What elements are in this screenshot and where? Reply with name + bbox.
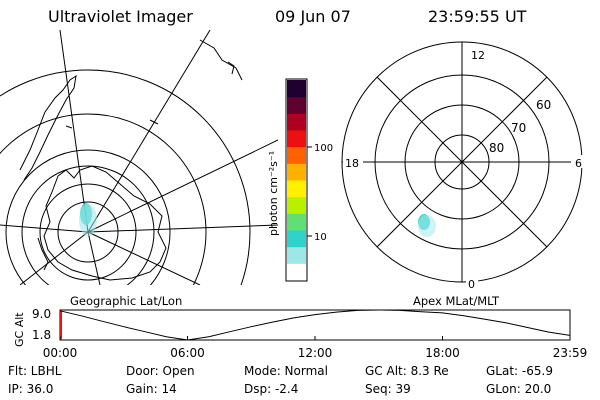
colorbar-tick-10: 10 [314,232,327,243]
mlat-label-80: 80 [489,141,504,155]
colorbar-cell [287,146,306,164]
altitude-chart: GC Alt 9.0 1.8 00:00 06:00 12:00 18:00 23:59 [13,307,587,360]
info-glon: GLon: 20.0 [486,382,552,396]
altitude-series-line [59,309,571,341]
instrument-title: Ultraviolet Imager [48,7,193,26]
mlt-label-6: 6 [575,157,582,170]
info-ip: IP: 36.0 [8,382,54,396]
info-gain: Gain: 14 [126,382,177,396]
mlat-label-70: 70 [511,121,526,135]
colorbar-cell [287,180,306,198]
mlt-label-12: 12 [471,49,485,62]
left-map-caption: Geographic Lat/Lon [70,294,183,308]
info-door: Door: Open [126,364,195,378]
info-seq: Seq: 39 [365,382,411,396]
colorbar-cell [287,80,306,98]
colorbar-cell [287,263,306,281]
colorbar-cell [287,196,306,214]
info-mode: Mode: Normal [244,364,328,378]
colorbar-cell [287,213,306,231]
x-tick-label: 23:59 [553,346,588,360]
colorbar-cell [287,230,306,248]
info-dsp: Dsp: -2.4 [244,382,299,396]
colorbar-unit-label: photon cm⁻²s⁻¹ [267,151,280,236]
y-tick-min: 1.8 [32,328,51,342]
colorbar-cell [287,163,306,181]
time-label: 23:59:55 UT [428,7,527,26]
date-label: 09 Jun 07 [275,7,351,26]
info-gc-alt: GC Alt: 8.3 Re [365,364,449,378]
colorbar-cell [287,130,306,148]
geographic-map [0,30,278,285]
mlt-label-18: 18 [345,157,359,170]
x-tick-label: 06:00 [170,346,205,360]
colorbar: 100 10 photon cm⁻²s⁻¹ [267,78,333,282]
y-axis-label: GC Alt [13,312,26,347]
colorbar-cell [287,246,306,264]
colorbar-cell [287,96,306,114]
polar-plot: 12 18 6 0 60 70 80 [341,41,583,291]
y-tick-max: 9.0 [32,307,51,321]
x-tick-label: 18:00 [425,346,460,360]
info-filter: Flt: LBHL [8,364,62,378]
colorbar-tick-100: 100 [314,143,333,154]
colorbar-cell [287,113,306,131]
mlt-label-0: 0 [468,278,475,291]
info-glat: GLat: -65.9 [486,364,553,378]
mlat-label-60: 60 [536,98,551,112]
x-tick-label: 12:00 [298,346,333,360]
x-tick-label: 00:00 [43,346,78,360]
right-map-caption: Apex MLat/MLT [413,294,500,308]
